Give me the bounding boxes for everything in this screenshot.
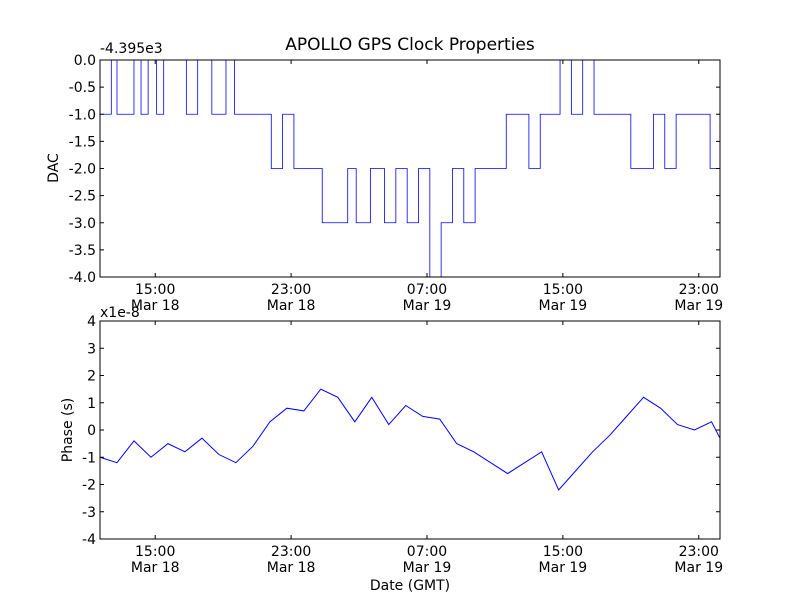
phase-x-tick-label-date: Mar 18: [131, 560, 180, 576]
phase-x-tick-label-time: 23:00: [679, 544, 719, 560]
dac-y-tick-label: 0.0: [74, 53, 96, 69]
dac-x-tick-label-date: Mar 19: [539, 298, 588, 314]
phase-offset-label: x1e-8: [100, 305, 140, 321]
phase-y-tick-label: 3: [87, 341, 96, 357]
dac-offset-label: -4.395e3: [100, 41, 163, 57]
phase-x-tick-label-time: 15:00: [543, 544, 583, 560]
phase-y-tick-label: -3: [82, 505, 96, 521]
phase-x-tick-label-date: Mar 19: [539, 560, 588, 576]
dac-y-tick-label: -3.0: [69, 216, 96, 232]
dac-y-tick-label: -1.5: [69, 134, 96, 150]
phase-y-axis-label: Phase (s): [60, 398, 76, 462]
phase-x-tick-label-date: Mar 18: [267, 560, 316, 576]
dac-x-tick-label-time: 15:00: [543, 282, 583, 298]
dac-y-tick-label: -0.5: [69, 80, 96, 96]
phase-y-tick-label: -4: [82, 532, 96, 548]
phase-axes-frame: [99, 320, 721, 540]
dac-axes-frame: [99, 59, 721, 278]
phase-y-tick-label: 1: [87, 396, 96, 412]
phase-y-tick-label: 4: [87, 314, 96, 330]
dac-y-tick-label: -2.5: [69, 189, 96, 205]
dac-y-tick-label: -1.0: [69, 107, 96, 123]
phase-series-line-0: [99, 388, 721, 491]
dac-x-tick-label-time: 23:00: [679, 282, 719, 298]
dac-plot-area: 0.0 -0.5 -1.0 -1.5 -2.0 -2.5 -3.0 -3.5 -4.0 15:00…: [69, 53, 723, 314]
phase-y-tick-label: -2: [82, 478, 96, 494]
dac-y-axis-label: DAC: [46, 153, 62, 183]
phase-x-tick-label-time: 23:00: [271, 544, 311, 560]
dac-panel: -4.395e3 DAC 0.0 -0.5 -1.0 -1.5 -2.0 -2.5 -3.0…: [46, 41, 723, 314]
x-axis-label: Date (GMT): [370, 578, 450, 594]
chart-title: APOLLO GPS Clock Properties: [285, 35, 535, 55]
dac-x-tick-label-date: Mar 18: [267, 298, 316, 314]
dac-x-tick-label-time: 07:00: [407, 282, 447, 298]
dac-y-tick-label: -4.0: [69, 270, 96, 286]
phase-x-tick-label-date: Mar 19: [674, 560, 723, 576]
phase-y-tick-label: 2: [87, 369, 96, 385]
dac-y-tick-label: -3.5: [69, 243, 96, 259]
dac-x-tick-label-date: Mar 19: [403, 298, 452, 314]
dac-x-tick-label-date: Mar 19: [674, 298, 723, 314]
phase-x-tick-label-date: Mar 19: [403, 560, 452, 576]
dac-y-tick-label: -2.0: [69, 162, 96, 178]
phase-x-tick-label-time: 07:00: [407, 544, 447, 560]
phase-x-tick-label-time: 15:00: [135, 544, 175, 560]
phase-y-tick-label: -1: [82, 450, 96, 466]
dac-x-tick-label-date: Mar 18: [131, 298, 180, 314]
dac-x-tick-label-time: 23:00: [271, 282, 311, 298]
phase-y-tick-label: 0: [87, 423, 96, 439]
dac-series-line-0: [100, 59, 720, 278]
dac-x-tick-label-time: 15:00: [135, 282, 175, 298]
